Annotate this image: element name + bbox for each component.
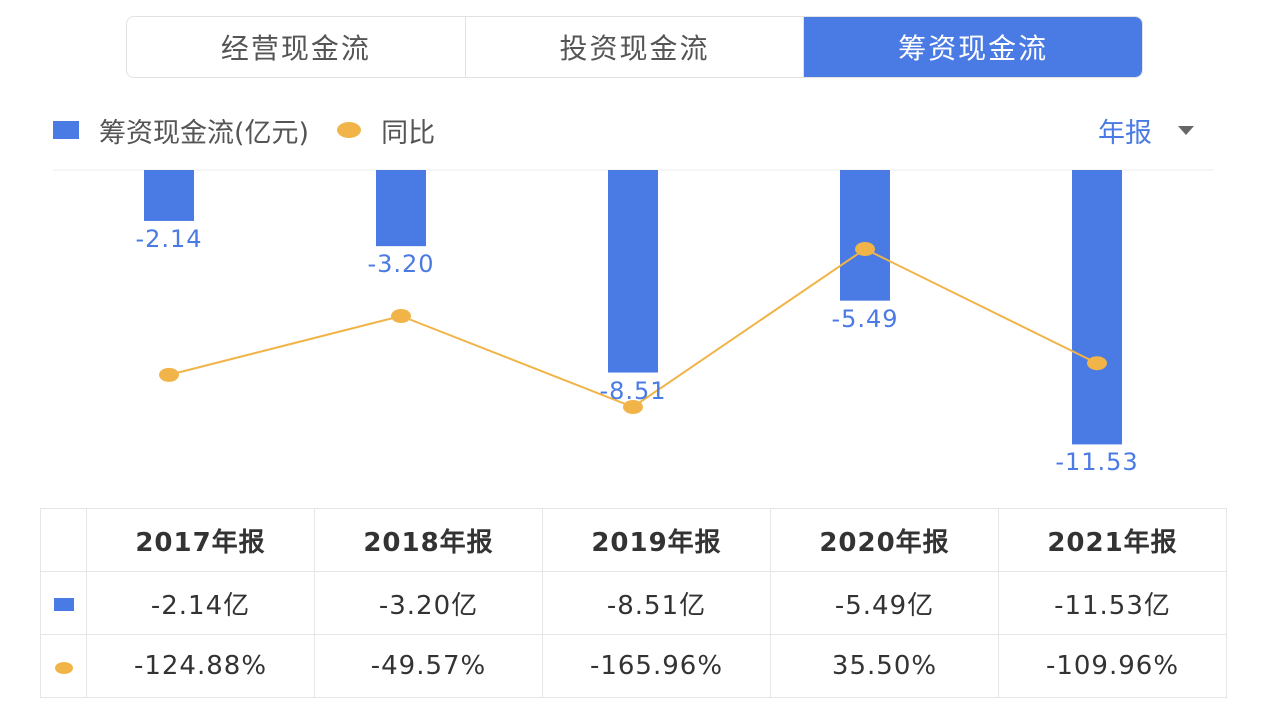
table-header-cell: 2018年报	[314, 508, 543, 572]
bar[interactable]	[840, 170, 890, 301]
bar[interactable]	[608, 170, 658, 373]
chart-legend: 筹资现金流(亿元) 同比	[53, 110, 435, 150]
yoy-point[interactable]	[1087, 356, 1107, 371]
legend-yoy: 同比	[381, 117, 436, 149]
table-cell: -49.57%	[314, 634, 543, 698]
table-cell: 35.50%	[770, 634, 999, 698]
yoy-point[interactable]	[855, 242, 875, 256]
table-header-row: 2017年报 2018年报 2019年报 2020年报 2021年报	[40, 508, 1227, 572]
bar-value-label: -5.49	[831, 304, 899, 333]
yoy-point[interactable]	[391, 309, 411, 323]
bar-value-label: -2.14	[135, 224, 203, 253]
tab-financing-cashflow[interactable]: 筹资现金流	[804, 17, 1142, 77]
table-cell: -3.20亿	[314, 571, 543, 635]
yoy-key-cell	[40, 634, 87, 698]
yoy-line	[168, 247, 1098, 409]
tab-operating-cashflow[interactable]: 经营现金流	[127, 17, 466, 77]
chevron-down-icon	[1178, 125, 1194, 135]
period-selector-value: 年报	[1098, 117, 1152, 149]
bar[interactable]	[376, 170, 426, 247]
table-cell: -2.14亿	[86, 571, 315, 635]
bar[interactable]	[144, 170, 194, 221]
legend-financing-cashflow: 筹资现金流(亿元)	[99, 117, 310, 149]
data-table: 2017年报 2018年报 2019年报 2020年报 2021年报 -2.14…	[40, 508, 1227, 698]
cashflow-tabs: 经营现金流 投资现金流 筹资现金流	[126, 16, 1143, 78]
tab-investing-cashflow[interactable]: 投资现金流	[466, 17, 805, 77]
bar[interactable]	[1072, 170, 1122, 445]
bar-legend-square-icon	[53, 121, 79, 139]
yoy-point[interactable]	[623, 400, 643, 414]
table-row-yoy: -124.88% -49.57% -165.96% 35.50% -109.96…	[40, 634, 1227, 698]
bar-value-label: -3.20	[367, 250, 435, 279]
table-cell: -8.51亿	[542, 571, 771, 635]
bar-value-label: -8.51	[599, 376, 667, 405]
table-header-cell: 2019年报	[542, 508, 771, 572]
table-cell: -165.96%	[542, 634, 771, 698]
line-dot-icon	[54, 662, 73, 674]
table-cell: -109.96%	[998, 634, 1227, 698]
period-selector[interactable]: 年报	[1098, 110, 1194, 150]
table-header-cell: 2021年报	[998, 508, 1227, 572]
table-cell: -124.88%	[86, 634, 315, 698]
table-header-cell: 2017年报	[86, 508, 315, 572]
line-legend-dot-icon	[337, 122, 362, 138]
table-cell: -11.53亿	[998, 571, 1227, 635]
bar-square-icon	[53, 598, 74, 611]
amount-key-cell	[40, 571, 87, 635]
bar-value-label: -11.53	[1055, 448, 1139, 477]
yoy-point[interactable]	[159, 367, 179, 382]
table-corner-cell	[40, 508, 87, 572]
table-cell: -5.49亿	[770, 571, 999, 635]
table-row-amount: -2.14亿 -3.20亿 -8.51亿 -5.49亿 -11.53亿	[40, 571, 1227, 635]
table-header-cell: 2020年报	[770, 508, 999, 572]
